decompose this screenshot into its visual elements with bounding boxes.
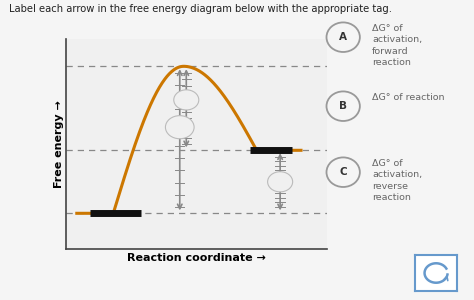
Text: ΔG° of reaction: ΔG° of reaction	[372, 93, 445, 102]
Text: A: A	[339, 32, 347, 42]
Circle shape	[327, 158, 360, 187]
X-axis label: Reaction coordinate →: Reaction coordinate →	[128, 253, 266, 263]
Text: C: C	[339, 167, 347, 177]
Text: ΔG° of
activation,
forward
reaction: ΔG° of activation, forward reaction	[372, 24, 422, 68]
Circle shape	[327, 92, 360, 121]
Y-axis label: Free energy →: Free energy →	[54, 100, 64, 188]
Text: B: B	[339, 101, 347, 111]
Circle shape	[165, 116, 194, 139]
Circle shape	[174, 90, 199, 110]
Text: Label each arrow in the free energy diagram below with the appropriate tag.: Label each arrow in the free energy diag…	[9, 4, 392, 14]
Circle shape	[268, 172, 292, 192]
Circle shape	[327, 22, 360, 52]
Text: ΔG° of
activation,
reverse
reaction: ΔG° of activation, reverse reaction	[372, 159, 422, 202]
